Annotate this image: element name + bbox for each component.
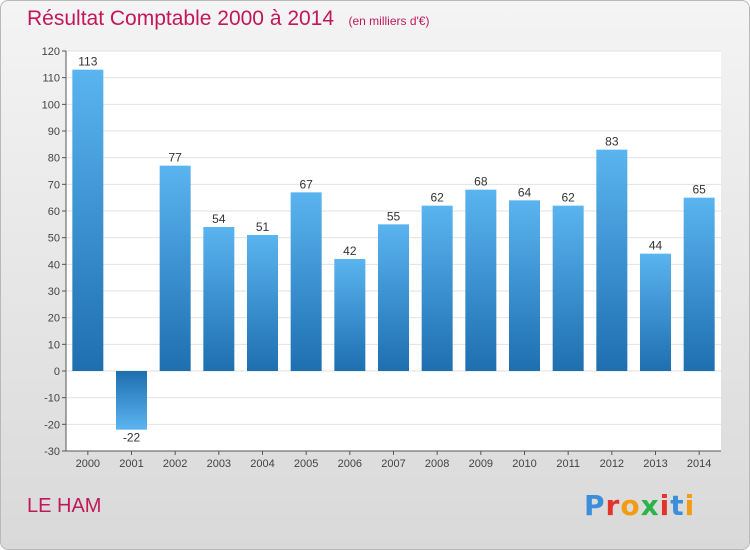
value-label-2009: 68: [474, 175, 488, 189]
x-tick-label-2003: 2003: [207, 458, 231, 470]
logo-letter: o: [620, 489, 641, 522]
y-tick-label: 110: [42, 73, 60, 85]
y-tick-label: 10: [48, 339, 60, 351]
x-tick-label-2006: 2006: [338, 458, 362, 470]
y-tick-label: 40: [48, 259, 60, 271]
value-label-2007: 55: [387, 209, 401, 223]
bar-2012: [596, 149, 628, 371]
y-tick-label: 20: [48, 313, 60, 325]
y-tick-label: 60: [48, 206, 60, 218]
bar-2013: [640, 253, 671, 371]
value-label-2014: 65: [692, 183, 706, 197]
value-label-2002: 77: [168, 151, 182, 165]
y-tick-label: 30: [48, 286, 60, 298]
bar-2010: [509, 200, 540, 371]
value-label-2000: 113: [78, 55, 97, 69]
bar-2003: [203, 227, 235, 371]
x-tick-label-2010: 2010: [512, 458, 536, 470]
value-label-2001: -22: [123, 431, 141, 445]
y-tick-label: 100: [42, 99, 60, 111]
value-label-2006: 42: [343, 244, 357, 258]
bar-2005: [290, 192, 322, 371]
value-label-2008: 62: [430, 191, 444, 205]
bar-2002: [159, 165, 191, 371]
x-tick-label-2014: 2014: [687, 458, 711, 470]
value-label-2005: 67: [299, 177, 313, 191]
x-tick-label-2001: 2001: [119, 458, 143, 470]
x-tick-label-2002: 2002: [163, 458, 187, 470]
y-tick-label: -30: [44, 446, 60, 458]
y-tick-label: 70: [48, 179, 60, 191]
value-label-2011: 62: [561, 191, 575, 205]
value-label-2004: 51: [256, 220, 270, 234]
x-tick-label-2013: 2013: [643, 458, 667, 470]
x-tick-label-2012: 2012: [600, 458, 624, 470]
bar-2000: [72, 69, 104, 372]
y-tick-label: 80: [48, 153, 60, 165]
bar-2007: [378, 224, 409, 371]
title-row: Résultat Comptable 2000 à 2014 (en milli…: [27, 7, 429, 31]
y-tick-label: -10: [44, 393, 60, 405]
y-tick-label: 0: [54, 366, 60, 378]
logo-letter: t: [670, 489, 685, 522]
value-label-2012: 83: [605, 135, 619, 149]
bar-2009: [465, 189, 497, 371]
proxiti-logo: Proxiti: [584, 489, 695, 522]
y-tick-label: 90: [48, 126, 60, 138]
bar-2004: [247, 235, 278, 371]
logo-letter: r: [605, 489, 621, 522]
y-tick-label: 50: [48, 233, 60, 245]
x-tick-label-2005: 2005: [294, 458, 318, 470]
value-label-2010: 64: [518, 185, 532, 199]
chart-subtitle: (en milliers d'€): [348, 14, 430, 28]
value-label-2013: 44: [649, 239, 663, 253]
logo-letter: i: [684, 489, 696, 522]
value-label-2003: 54: [212, 212, 226, 226]
bar-2014: [683, 197, 715, 371]
bar-2008: [421, 205, 453, 371]
x-tick-label-2000: 2000: [76, 458, 100, 470]
x-tick-label-2004: 2004: [250, 458, 274, 470]
x-tick-label-2011: 2011: [556, 458, 580, 470]
bar-2001: [116, 371, 147, 430]
x-tick-label-2007: 2007: [381, 458, 405, 470]
logo-letter: P: [584, 489, 606, 522]
bar-2006: [334, 259, 366, 371]
logo-letter: x: [640, 489, 660, 522]
bar-2011: [552, 205, 584, 371]
commune-name: LE HAM: [27, 495, 102, 517]
logo-letter: i: [659, 489, 671, 522]
x-tick-label-2008: 2008: [425, 458, 449, 470]
y-tick-label: -20: [44, 419, 60, 431]
y-tick-label: 120: [42, 46, 60, 58]
chart-title: Résultat Comptable 2000 à 2014: [27, 7, 335, 30]
x-tick-label-2009: 2009: [469, 458, 493, 470]
